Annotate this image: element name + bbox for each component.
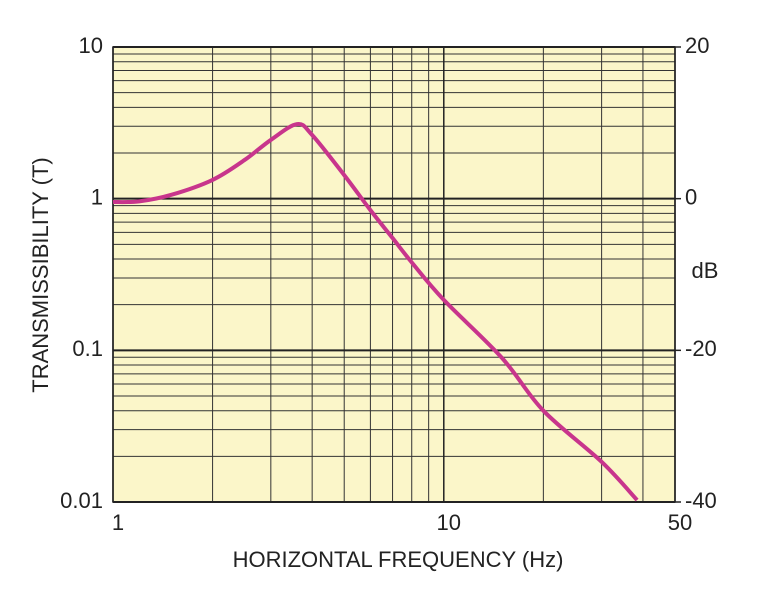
y2-tick-label: 20 <box>685 33 709 58</box>
plot-background <box>113 47 675 502</box>
y-tick-label: 0.01 <box>60 488 103 513</box>
y-tick-label: 10 <box>79 33 103 58</box>
x-tick-label: 1 <box>112 510 124 535</box>
x-tick-label: 10 <box>437 510 461 535</box>
y2-tick-label: 0 <box>685 184 697 209</box>
plot-frame <box>112 46 676 503</box>
y2-tick-label: -20 <box>685 336 717 361</box>
y2-axis-label: dB <box>692 258 719 283</box>
transmissibility-curve <box>112 122 639 502</box>
y-tick-label: 0.1 <box>72 336 103 361</box>
x-axis-label: HORIZONTAL FREQUENCY (Hz) <box>233 547 564 572</box>
y-tick-label: 1 <box>91 184 103 209</box>
x-tick-label: 50 <box>668 510 692 535</box>
y2-tick-label: -40 <box>685 488 717 513</box>
y-axis-label: TRANSMISSIBILITY (T) <box>28 157 53 393</box>
